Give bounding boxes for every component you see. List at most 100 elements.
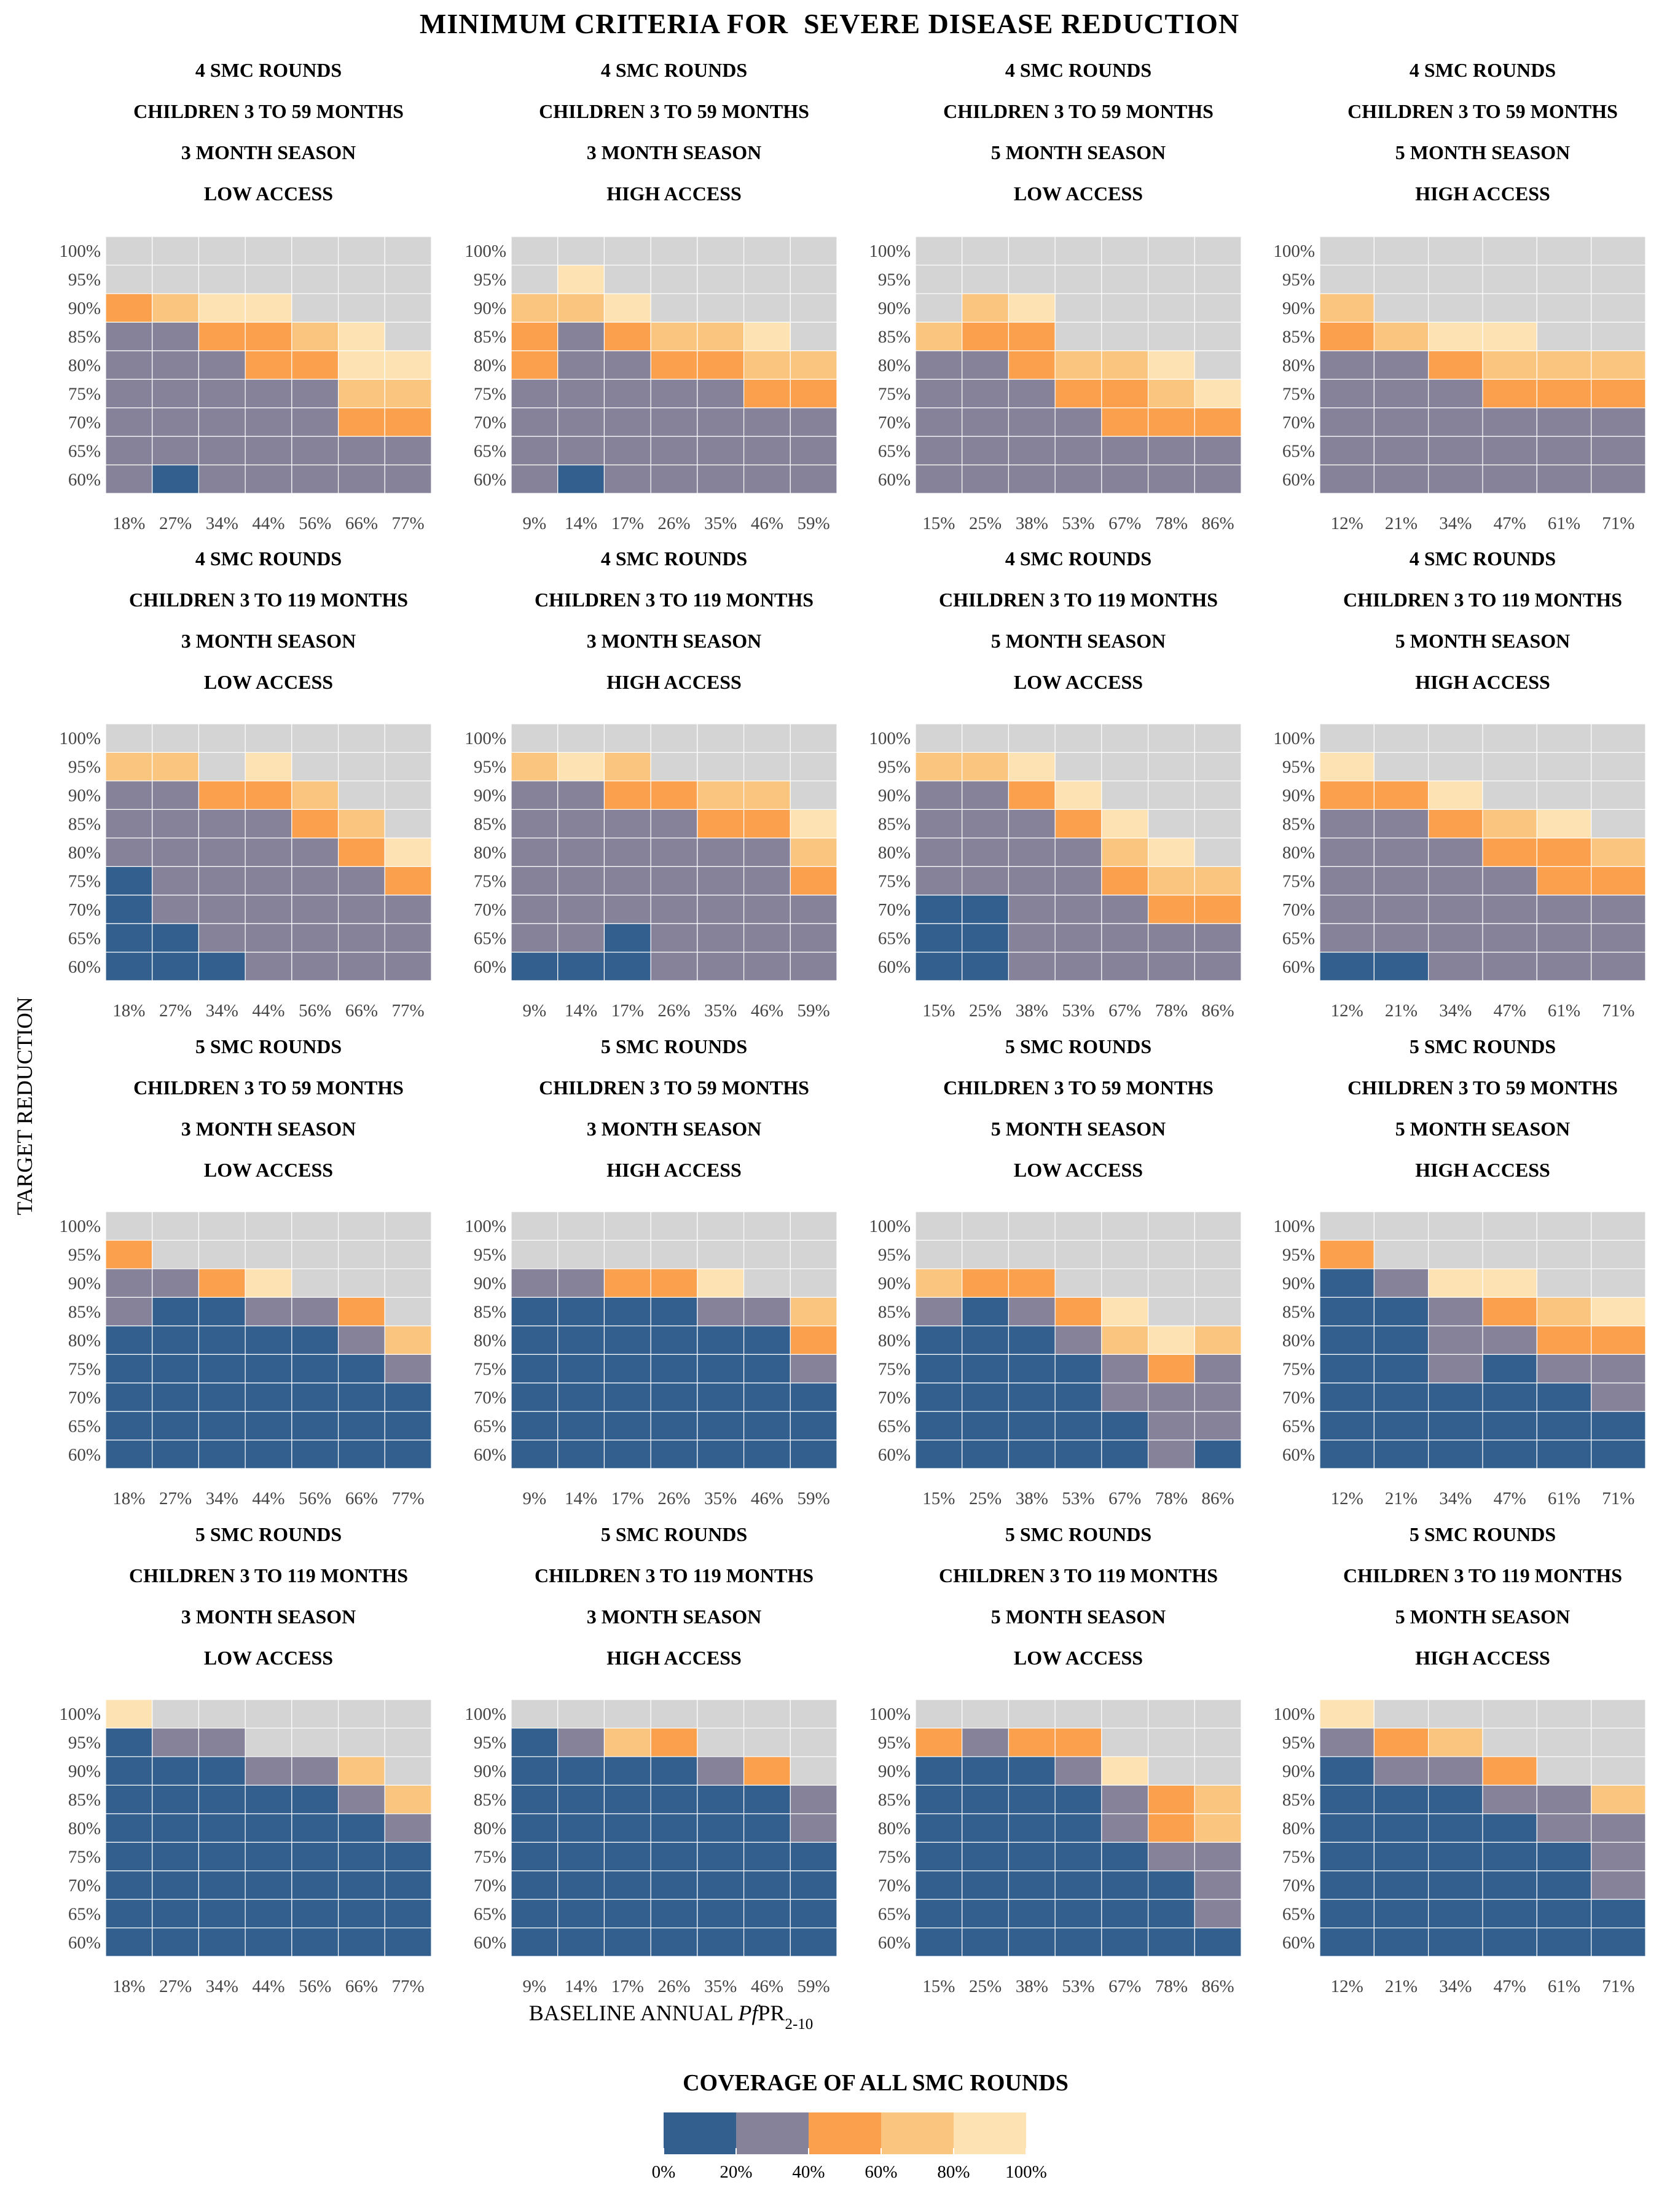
- y-tick-label: 75%: [1282, 1359, 1315, 1379]
- heatmap-cell: [1428, 1756, 1483, 1786]
- heatmap-cell: [198, 407, 246, 437]
- heatmap-cell: [790, 1756, 837, 1786]
- y-tick-label: 70%: [1282, 413, 1315, 433]
- heatmap-panel: 4 SMC ROUNDS CHILDREN 3 TO 119 MONTHS 5 MO…: [869, 547, 1242, 1021]
- heatmap-cell: [915, 1784, 963, 1814]
- heatmap-cell: [511, 809, 559, 839]
- heatmap-cell: [1591, 236, 1646, 266]
- heatmap-cell: [697, 1899, 745, 1929]
- heatmap-cell: [337, 293, 385, 323]
- heatmap-cell: [603, 321, 651, 351]
- y-tick-label: 60%: [474, 470, 506, 490]
- heatmap-cell: [915, 809, 963, 839]
- heatmap-cell: [962, 837, 1010, 867]
- heatmap-cell: [245, 1813, 292, 1843]
- heatmap-cell: [1194, 1727, 1242, 1757]
- heatmap-cell: [962, 923, 1010, 953]
- heatmap-cell: [337, 407, 385, 437]
- heatmap-cell: [1319, 751, 1375, 782]
- heatmap-cell: [337, 780, 385, 810]
- y-tick-label: 80%: [878, 1331, 911, 1351]
- heatmap-cell: [1373, 1439, 1429, 1469]
- heatmap-cell: [697, 321, 745, 351]
- heatmap-cell: [697, 1727, 745, 1757]
- heatmap-panel: 4 SMC ROUNDS CHILDREN 3 TO 119 MONTHS 5 MO…: [1273, 547, 1646, 1021]
- heatmap-cell: [245, 350, 292, 380]
- heatmap-cell: [105, 293, 153, 323]
- heatmap-cell: [384, 1927, 432, 1957]
- heatmap-cell: [1591, 293, 1646, 323]
- heatmap-cell: [105, 1296, 153, 1327]
- y-tick-label: 75%: [878, 871, 911, 891]
- heatmap-cell: [105, 951, 153, 981]
- y-tick-label: 95%: [68, 758, 101, 777]
- x-tick-label: 44%: [252, 514, 284, 533]
- heatmap-cell: [511, 723, 559, 753]
- y-tick-label: 70%: [68, 1876, 101, 1896]
- heatmap-cell: [291, 1841, 339, 1872]
- heatmap-cell: [105, 350, 153, 380]
- heatmap-cell: [603, 1813, 651, 1843]
- y-tick-label: 80%: [474, 1819, 506, 1838]
- heatmap-cell: [198, 923, 246, 953]
- heatmap-cell: [962, 1382, 1010, 1412]
- heatmap-cell: [1591, 751, 1646, 782]
- heatmap-cell: [198, 264, 246, 294]
- panel-title-line: CHILDREN 3 TO 59 MONTHS: [1347, 1077, 1618, 1099]
- x-tick-label: 56%: [299, 1001, 331, 1021]
- heatmap-cell: [1008, 951, 1056, 981]
- y-tick-label: 65%: [1282, 1904, 1315, 1924]
- heatmap-cell: [1536, 264, 1592, 294]
- heatmap-cell: [962, 1870, 1010, 1900]
- heatmap-cell: [245, 723, 292, 753]
- heatmap-cell: [1319, 895, 1375, 924]
- heatmap-cell: [1591, 1354, 1646, 1384]
- heatmap-cell: [1147, 809, 1195, 839]
- heatmap-cell: [245, 236, 292, 266]
- heatmap-cell: [650, 1325, 698, 1355]
- heatmap-cell: [1101, 809, 1149, 839]
- heatmap-cell: [198, 1354, 246, 1384]
- heatmap-cell: [511, 1382, 559, 1412]
- heatmap-cell: [1536, 293, 1592, 323]
- heatmap-cell: [511, 464, 559, 494]
- y-tick-label: 90%: [1282, 299, 1315, 318]
- heatmap-cell: [1536, 1239, 1592, 1269]
- heatmap-cell: [1536, 723, 1592, 753]
- heatmap-cell: [198, 293, 246, 323]
- heatmap-cell: [697, 1756, 745, 1786]
- heatmap-cell: [650, 895, 698, 924]
- heatmap-cell: [105, 407, 153, 437]
- heatmap-cell: [962, 1899, 1010, 1929]
- heatmap-cell: [291, 1382, 339, 1412]
- heatmap-cell: [1194, 407, 1242, 437]
- x-tick-label: 71%: [1602, 514, 1634, 533]
- heatmap-cell: [245, 1268, 292, 1298]
- heatmap-cell: [1428, 780, 1483, 810]
- heatmap-cell: [650, 1813, 698, 1843]
- y-tick-label: 100%: [1273, 1217, 1315, 1236]
- x-tick-label: 59%: [798, 514, 830, 533]
- heatmap-cell: [291, 723, 339, 753]
- heatmap-cell: [650, 236, 698, 266]
- y-tick-label: 75%: [878, 1847, 911, 1867]
- heatmap-cell: [650, 1727, 698, 1757]
- heatmap-cell: [1373, 923, 1429, 953]
- heatmap-cell: [1008, 236, 1056, 266]
- x-tick-label: 27%: [159, 514, 192, 533]
- heatmap-cell: [603, 923, 651, 953]
- heatmap-cell: [790, 837, 837, 867]
- heatmap-cell: [152, 378, 200, 409]
- panel-title-line: HIGH ACCESS: [606, 1159, 742, 1181]
- x-tick-label: 67%: [1108, 1977, 1141, 1996]
- heatmap-cell: [105, 436, 153, 466]
- y-tick-label: 95%: [68, 270, 101, 290]
- y-tick-label: 60%: [878, 1445, 911, 1465]
- heatmap-cell: [1008, 436, 1056, 466]
- heatmap-cell: [337, 1870, 385, 1900]
- heatmap-cell: [1482, 378, 1537, 409]
- heatmap-cell: [152, 236, 200, 266]
- heatmap-cell: [557, 1899, 605, 1929]
- heatmap-cell: [245, 1784, 292, 1814]
- heatmap-cell: [384, 1354, 432, 1384]
